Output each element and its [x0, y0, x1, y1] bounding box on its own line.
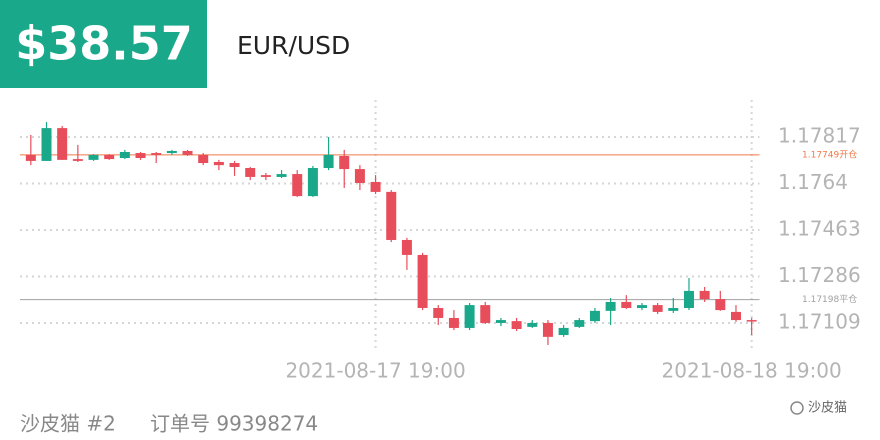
y-tick-label: 1.17109	[778, 309, 861, 333]
y-tick-label: 1.17286	[778, 263, 861, 287]
candle-body	[448, 317, 459, 328]
candle-body	[166, 150, 177, 154]
price-box	[0, 0, 207, 88]
candle-body	[480, 305, 491, 323]
candle-body	[558, 327, 569, 336]
watermark-icon	[790, 401, 804, 415]
reference-label: 1.17749开仓	[802, 148, 857, 160]
symbol: EUR/USD	[237, 31, 350, 60]
candle-body	[104, 154, 115, 160]
candle-body	[542, 322, 553, 337]
candle-body	[151, 153, 162, 155]
x-tick-label: 2021-08-18 19:00	[662, 359, 842, 383]
candle-body	[730, 311, 741, 321]
candle-body	[621, 301, 632, 308]
candle-body	[683, 290, 694, 308]
candle-body	[464, 305, 475, 328]
y-tick-label: 1.17463	[778, 216, 861, 240]
y-tick-label: 1.17817	[778, 124, 861, 148]
candle-body	[72, 159, 83, 161]
candle-body	[589, 310, 600, 322]
candle-body	[433, 307, 444, 318]
candle-body	[652, 305, 663, 312]
candle-body	[527, 322, 538, 327]
candle-body	[229, 163, 240, 167]
candle-body	[119, 151, 130, 159]
candle-body	[276, 174, 287, 177]
candle-body	[636, 305, 647, 308]
candle-body	[495, 320, 506, 323]
candle-body	[260, 175, 271, 177]
candle-body	[88, 154, 99, 160]
candle-body	[605, 301, 616, 311]
candle-body	[417, 254, 428, 308]
candle-body	[699, 290, 710, 300]
chart: 1.17109 1.17286 1.17463 1.1764 1.17817 2021-0…	[20, 100, 861, 383]
candle-body	[323, 154, 334, 169]
candle-body	[401, 239, 412, 255]
reference-label: 1.17198平仓	[802, 293, 857, 305]
candle-body	[746, 320, 757, 322]
candle-body	[41, 128, 52, 161]
candle-body	[339, 155, 350, 170]
candle-body	[370, 181, 381, 192]
order-number: 订单号 99398274	[150, 412, 318, 436]
account: 沙皮猫 #2	[20, 412, 116, 436]
candle-body	[715, 299, 726, 311]
watermark: 沙皮猫	[808, 401, 847, 416]
candle-body	[307, 168, 318, 197]
candle-body	[574, 320, 585, 327]
y-tick-label: 1.1764	[778, 170, 848, 194]
candle-body	[511, 321, 522, 329]
candle-body	[354, 169, 365, 183]
candle-body	[198, 154, 209, 164]
candle-body	[245, 168, 256, 177]
candle-body	[25, 154, 36, 161]
candle-body	[213, 161, 224, 166]
candle-body	[668, 307, 679, 311]
price: $38.57	[15, 17, 193, 71]
candle-body	[57, 128, 68, 160]
candle-body	[386, 191, 397, 240]
candle-body	[135, 153, 146, 159]
candle-body	[182, 150, 193, 155]
candle-body	[292, 174, 303, 197]
x-tick-label: 2021-08-17 19:00	[285, 359, 465, 383]
